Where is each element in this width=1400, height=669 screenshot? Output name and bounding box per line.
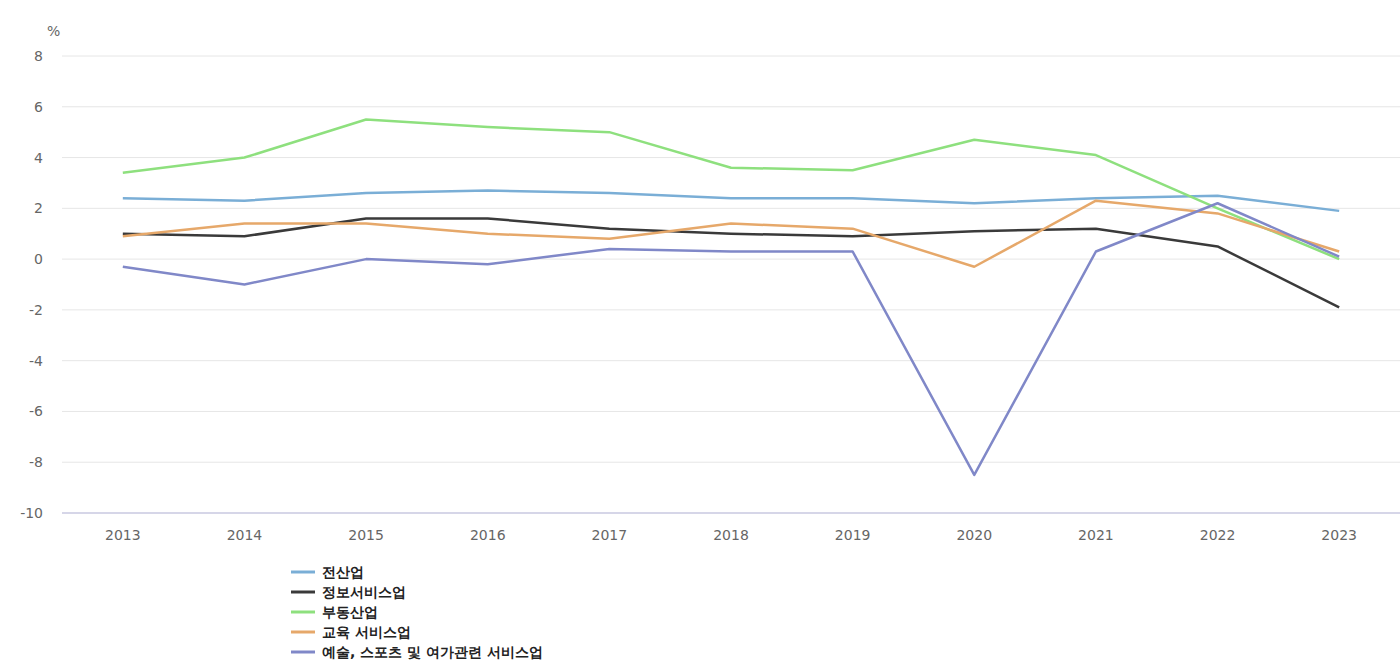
x-tick-label: 2023 xyxy=(1321,527,1357,543)
series-line xyxy=(123,201,1339,267)
y-tick-label: 0 xyxy=(34,251,43,267)
chart-container: -10 -8 -6 -4 -2 0 2 4 6 8% 2013 2014 2015 2016 2017 201… xyxy=(0,0,1400,669)
y-tick-label: -10 xyxy=(20,505,43,521)
legend-swatch xyxy=(291,591,315,594)
grid-line xyxy=(62,411,1400,412)
x-tick-label: 2016 xyxy=(470,527,506,543)
y-axis-unit: % xyxy=(47,23,60,39)
y-tick-label: 6 xyxy=(34,99,43,115)
legend-swatch xyxy=(291,651,315,654)
grid-line xyxy=(62,208,1400,209)
x-tick-label: 2020 xyxy=(956,527,992,543)
legend-label: 정보서비스업 xyxy=(322,584,406,600)
legend-label: 교육 서비스업 xyxy=(322,624,411,640)
x-tick-label: 2015 xyxy=(348,527,384,543)
grid xyxy=(62,56,1400,462)
x-tick-label: 2022 xyxy=(1200,527,1236,543)
legend-label: 예술, 스포츠 및 여가관련 서비스업 xyxy=(322,644,543,660)
y-tick-label: -8 xyxy=(29,454,43,470)
series-line xyxy=(123,218,1339,307)
legend-swatch xyxy=(291,611,315,614)
x-axis-line xyxy=(62,512,1400,514)
y-tick-label: 4 xyxy=(34,150,43,166)
series-lines xyxy=(123,119,1339,474)
x-tick-label: 2013 xyxy=(105,527,141,543)
series-line xyxy=(123,119,1339,259)
y-tick-label: -6 xyxy=(29,403,43,419)
x-tick-label: 2017 xyxy=(592,527,628,543)
y-tick-label: 2 xyxy=(34,200,43,216)
y-tick-label: 8 xyxy=(34,48,43,64)
legend: 전산업정보서비스업부동산업교육 서비스업예술, 스포츠 및 여가관련 서비스업 xyxy=(291,564,543,660)
grid-line xyxy=(62,309,1400,310)
legend-swatch xyxy=(291,631,315,634)
x-tick-label: 2014 xyxy=(227,527,263,543)
legend-label: 부동산업 xyxy=(322,604,378,620)
series-line xyxy=(123,203,1339,475)
legend-label: 전산업 xyxy=(322,564,364,580)
grid-line xyxy=(62,259,1400,260)
y-range xyxy=(62,56,63,513)
grid-line xyxy=(62,106,1400,107)
grid-line xyxy=(62,56,1400,57)
x-tick-label: 2018 xyxy=(713,527,749,543)
x-tick-label: 2019 xyxy=(835,527,871,543)
grid-line xyxy=(62,462,1400,463)
legend-swatch xyxy=(291,571,315,574)
chart-svg: -10 -8 -6 -4 -2 0 2 4 6 8% 2013 2014 2015 2016 2017 201… xyxy=(0,0,1400,669)
y-tick-label: -4 xyxy=(29,353,43,369)
grid-line xyxy=(62,157,1400,158)
grid-line xyxy=(62,360,1400,361)
y-tick-label: -2 xyxy=(29,302,43,318)
x-tick-label: 2021 xyxy=(1078,527,1114,543)
